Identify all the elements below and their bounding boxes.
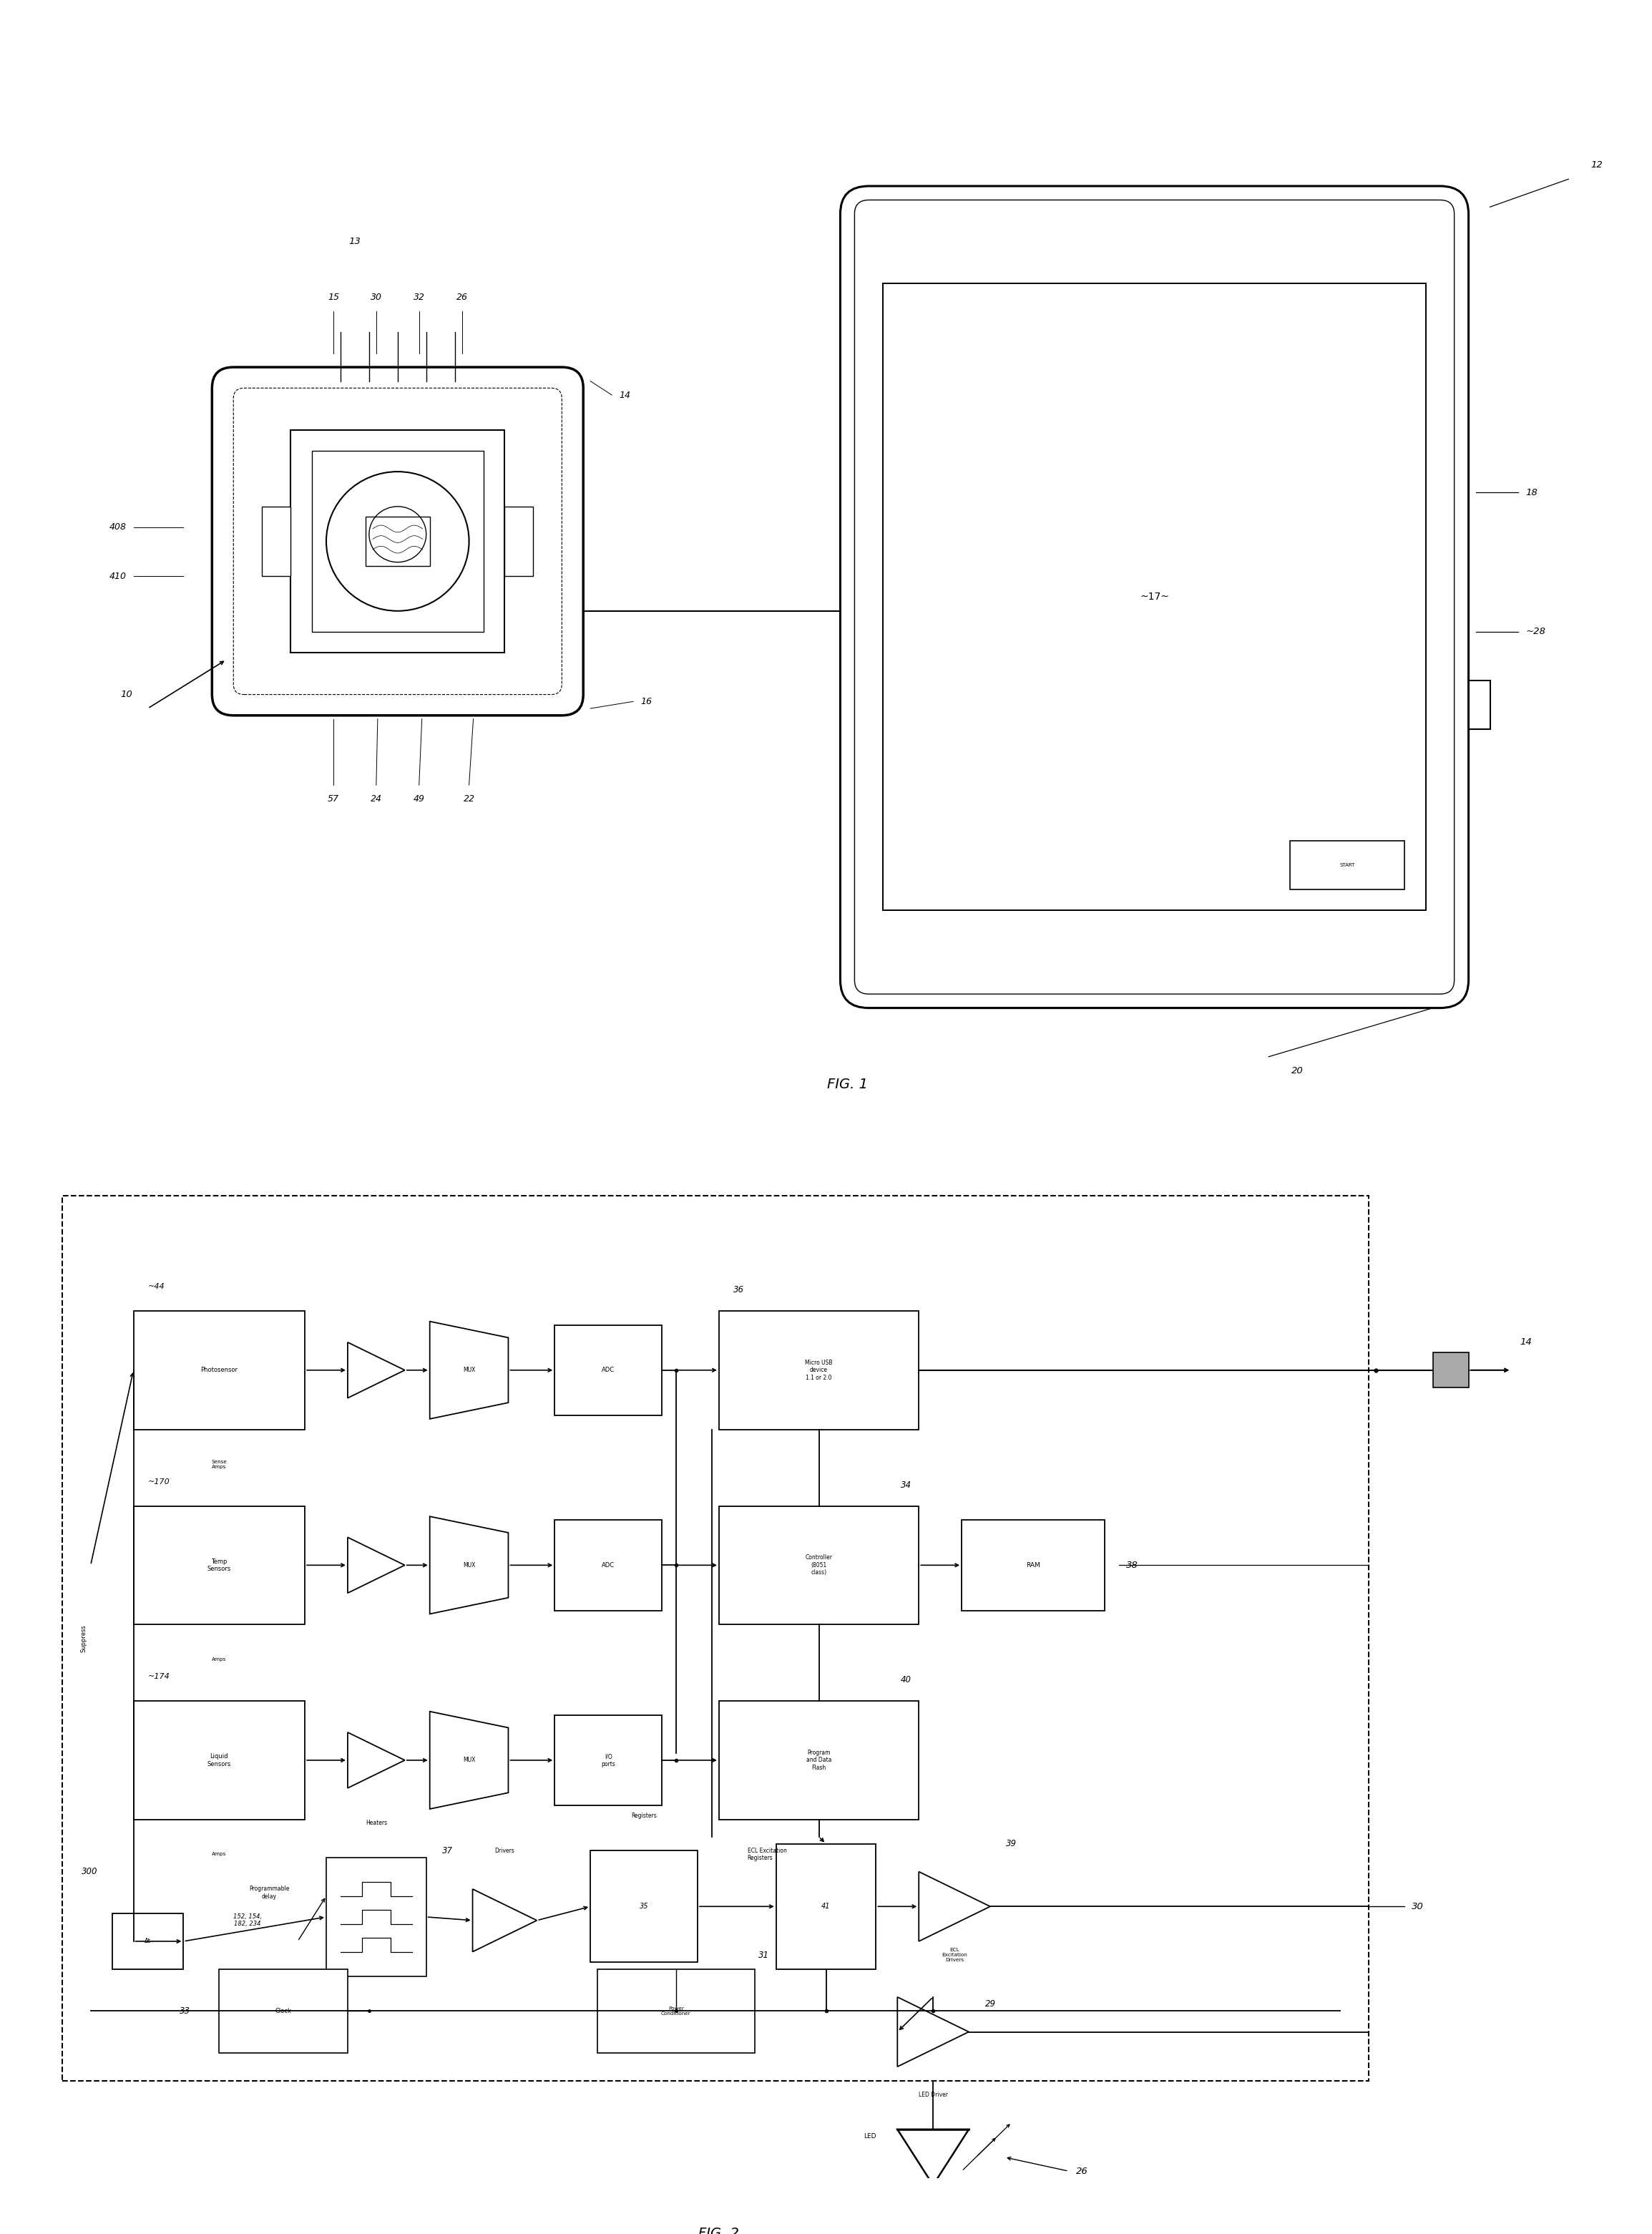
Text: 14: 14	[620, 391, 631, 400]
Bar	[555, 1519, 662, 1611]
Bar	[719, 1506, 919, 1624]
Text: 15: 15	[327, 293, 339, 302]
Text: 14: 14	[1520, 1338, 1531, 1347]
Text: 35: 35	[639, 1903, 649, 1910]
Text: ~170: ~170	[147, 1479, 170, 1486]
Text: Heaters: Heaters	[365, 1821, 387, 1825]
Text: 152, 154,
182, 234: 152, 154, 182, 234	[233, 1915, 263, 1928]
Text: 300: 300	[81, 1868, 97, 1877]
Text: FIG. 2: FIG. 2	[699, 2227, 740, 2234]
Text: 22: 22	[463, 795, 474, 804]
Bar	[263, 507, 291, 576]
Text: Power
Conditioner: Power Conditioner	[661, 2006, 691, 2015]
FancyBboxPatch shape	[233, 389, 562, 695]
Text: 10: 10	[121, 690, 132, 699]
Text: LED Driver: LED Driver	[919, 2091, 948, 2098]
Text: ~28: ~28	[1526, 628, 1546, 637]
Text: 16: 16	[641, 697, 653, 706]
Text: 33: 33	[180, 2006, 190, 2015]
Text: FIG. 1: FIG. 1	[828, 1077, 867, 1092]
Bar	[134, 1506, 306, 1624]
Bar	[506, 507, 534, 576]
Text: 408: 408	[109, 523, 126, 532]
Text: ADC: ADC	[601, 1367, 615, 1374]
Text: LED: LED	[864, 2133, 876, 2140]
Bar	[776, 1843, 876, 1968]
Text: 13: 13	[349, 237, 360, 246]
Text: Amps: Amps	[211, 1658, 226, 1662]
Bar	[719, 1700, 919, 1818]
Text: Sense
Amps: Sense Amps	[211, 1459, 226, 1468]
FancyBboxPatch shape	[841, 185, 1469, 1008]
Bar	[555, 1325, 662, 1416]
Bar	[112, 1915, 183, 1968]
Text: 49: 49	[413, 795, 425, 804]
Bar	[134, 1311, 306, 1430]
Text: 26: 26	[456, 293, 468, 302]
Text: RAM: RAM	[1026, 1562, 1041, 1568]
Text: 30: 30	[1411, 1901, 1424, 1910]
Text: Temp
Sensors: Temp Sensors	[206, 1559, 231, 1573]
Bar	[1432, 1354, 1469, 1387]
Text: MUX: MUX	[463, 1756, 476, 1763]
Text: 30: 30	[370, 293, 382, 302]
Text: 41: 41	[821, 1903, 831, 1910]
Bar	[291, 429, 506, 652]
Text: 18: 18	[1526, 487, 1538, 498]
Text: Programmable
delay: Programmable delay	[249, 1885, 289, 1899]
Text: Drivers: Drivers	[496, 1848, 515, 1854]
Bar	[325, 1859, 426, 1977]
Text: ECL
Excitation
Drivers: ECL Excitation Drivers	[942, 1948, 968, 1961]
Text: 32: 32	[413, 293, 425, 302]
Text: 38: 38	[1127, 1562, 1138, 1571]
Text: 20: 20	[1292, 1066, 1303, 1075]
Text: 36: 36	[733, 1285, 743, 1296]
Bar	[884, 284, 1426, 911]
Text: ~174: ~174	[147, 1673, 170, 1680]
Bar	[312, 451, 484, 632]
Text: ~44: ~44	[147, 1282, 165, 1291]
Text: Photosensor: Photosensor	[200, 1367, 238, 1374]
Text: 410: 410	[109, 572, 126, 581]
Text: ~17~: ~17~	[1140, 592, 1170, 601]
Text: Amps: Amps	[211, 1852, 226, 1856]
Text: 12: 12	[1591, 161, 1602, 170]
Text: ADC: ADC	[601, 1562, 615, 1568]
Bar	[590, 1850, 697, 1961]
Text: ECL Excitation
Registers: ECL Excitation Registers	[747, 1848, 786, 1861]
Bar	[1290, 840, 1404, 889]
Text: 29: 29	[985, 1999, 996, 2008]
Text: 31: 31	[758, 1950, 768, 1959]
Text: Controller
(8051
class): Controller (8051 class)	[805, 1555, 833, 1575]
Text: 57: 57	[327, 795, 339, 804]
Text: 26: 26	[1075, 2167, 1089, 2176]
Text: 24: 24	[370, 795, 382, 804]
Text: I/O
ports: I/O ports	[601, 1754, 615, 1767]
Text: Liquid
Sensors: Liquid Sensors	[206, 1754, 231, 1767]
Bar	[63, 1195, 1368, 2080]
Text: START: START	[1340, 862, 1355, 867]
Bar	[1469, 681, 1490, 728]
Text: MUX: MUX	[463, 1562, 476, 1568]
Bar	[220, 1968, 347, 2053]
Text: Micro USB
device
1.1 or 2.0: Micro USB device 1.1 or 2.0	[805, 1361, 833, 1381]
Text: Registers: Registers	[631, 1812, 657, 1818]
Text: Clock: Clock	[276, 2008, 292, 2015]
FancyBboxPatch shape	[854, 201, 1454, 994]
Bar	[719, 1311, 919, 1430]
Text: MUX: MUX	[463, 1367, 476, 1374]
Bar	[555, 1716, 662, 1805]
Text: Program
and Data
Flash: Program and Data Flash	[806, 1749, 831, 1772]
Text: 37: 37	[443, 1845, 453, 1856]
Text: Suppress: Suppress	[81, 1624, 86, 1653]
FancyBboxPatch shape	[211, 366, 583, 715]
Bar	[598, 1968, 755, 2053]
Bar	[134, 1700, 306, 1818]
Text: 39: 39	[1006, 1839, 1018, 1848]
Text: 34: 34	[900, 1481, 912, 1490]
Text: Δt: Δt	[144, 1939, 150, 1944]
Bar	[961, 1519, 1105, 1611]
Text: 40: 40	[900, 1676, 912, 1684]
Bar	[365, 516, 430, 565]
